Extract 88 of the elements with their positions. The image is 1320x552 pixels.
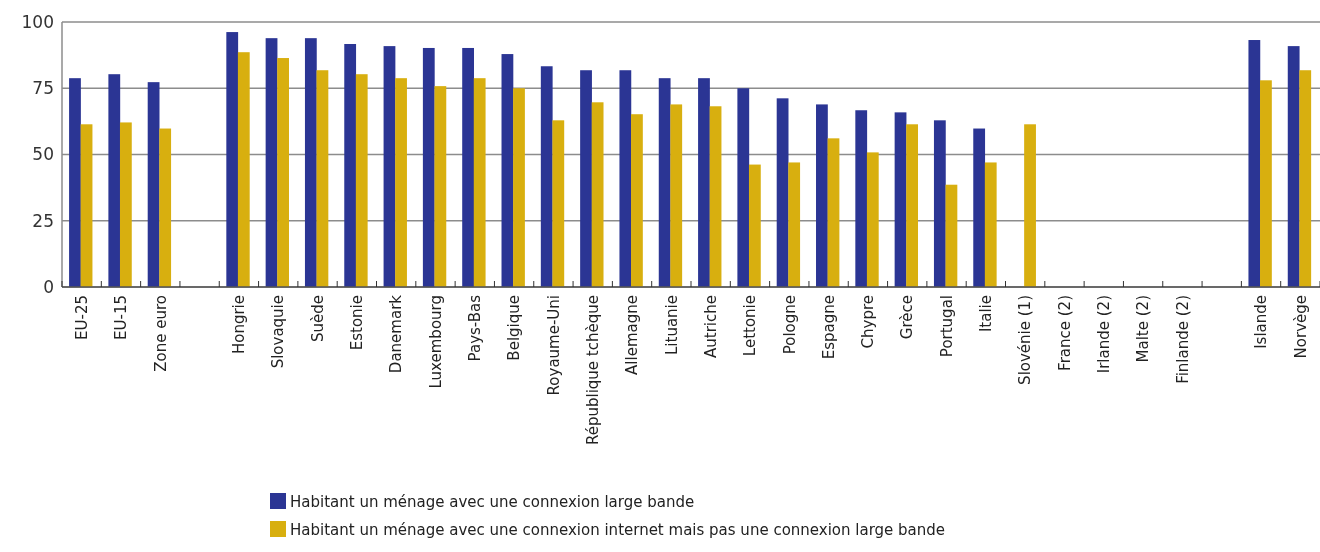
bar [540, 66, 553, 287]
x-tick-label: Grèce [898, 295, 917, 340]
bar [1248, 40, 1261, 287]
x-tick-label: EU-15 [112, 295, 131, 340]
bar [473, 78, 486, 287]
x-tick-label: Danemark [387, 294, 406, 374]
y-tick-label: 75 [32, 78, 54, 99]
bar [591, 102, 604, 287]
bar [513, 88, 525, 287]
bar [1260, 80, 1272, 287]
x-tick-label: Pays-Bas [466, 294, 485, 362]
bar [933, 120, 946, 287]
x-tick-label: Belgique [505, 295, 524, 361]
legend-label: Habitant un ménage avec une connexion internet mais pas une connexion large bande [290, 521, 946, 540]
bar [316, 70, 329, 287]
bar [1024, 124, 1036, 287]
x-tick-label: Estonie [348, 295, 367, 351]
bar [816, 104, 828, 287]
x-tick-label: Espagne [819, 295, 838, 360]
bar [855, 110, 868, 287]
bar [906, 124, 919, 287]
bar [383, 46, 396, 287]
y-tick-label: 50 [32, 144, 54, 165]
bar [501, 54, 514, 287]
x-tick-label: Luxembourg [426, 295, 445, 389]
bar [788, 162, 801, 287]
bar [709, 106, 722, 287]
x-tick-label: Finlande (2) [1173, 295, 1192, 384]
bar [226, 32, 239, 287]
x-tick-label: Lettonie [741, 295, 760, 357]
x-tick-label: Zone euro [151, 295, 170, 372]
bar [434, 86, 447, 287]
x-tick-label: Pologne [780, 295, 799, 355]
x-tick-label: France (2) [1055, 295, 1074, 371]
x-tick-label: Norvège [1291, 295, 1310, 359]
bar [945, 184, 958, 287]
x-tick-label: EU-25 [72, 295, 91, 340]
x-tick-label: Irlande (2) [1095, 295, 1114, 374]
x-tick-label: Portugal [937, 295, 956, 358]
bar [619, 70, 632, 287]
y-tick-label: 25 [32, 210, 54, 231]
x-tick-label: Allemagne [623, 295, 642, 375]
bar [776, 98, 789, 287]
bar [265, 38, 278, 287]
bar [304, 38, 317, 287]
x-tick-label: Suède [308, 295, 327, 343]
bar [658, 78, 671, 287]
bar [552, 120, 565, 287]
bar [580, 70, 592, 287]
bar [462, 47, 474, 287]
bar [748, 164, 761, 287]
x-tick-label: Autriche [701, 295, 720, 358]
bar [422, 47, 435, 287]
bar [698, 78, 710, 287]
bar [119, 122, 132, 287]
bar [395, 78, 407, 287]
bar [1287, 46, 1300, 287]
x-tick-label: Slovaquie [269, 295, 288, 369]
legend-label: Habitant un ménage avec une connexion large bande [290, 493, 695, 512]
x-tick-label: Hongrie [230, 295, 249, 355]
bar [69, 78, 81, 287]
x-tick-label: Royaume-Uni [544, 295, 563, 396]
bar [984, 162, 997, 287]
x-tick-label: Chypre [859, 295, 878, 349]
x-tick-label: Slovénie (1) [1016, 295, 1035, 385]
bar [237, 52, 250, 287]
y-tick-label: 100 [21, 11, 54, 32]
bar [159, 128, 172, 287]
bar [866, 152, 879, 287]
bar [277, 58, 290, 287]
bar [108, 74, 121, 287]
x-tick-label: Malte (2) [1134, 295, 1153, 363]
x-tick-label: Islande [1252, 295, 1271, 349]
bar [344, 44, 357, 287]
bar [631, 114, 643, 287]
bar [80, 124, 93, 287]
x-tick-label: République tchèque [583, 295, 602, 446]
x-tick-label: Italie [977, 295, 996, 333]
y-tick-label: 0 [43, 276, 54, 297]
bar [737, 88, 750, 287]
bar [827, 138, 840, 287]
bar [355, 74, 368, 287]
bar [670, 104, 683, 287]
bar [1299, 70, 1312, 287]
bar [147, 82, 160, 287]
x-tick-label: Lituanie [662, 295, 681, 356]
bar [973, 128, 986, 287]
bar [894, 112, 907, 287]
